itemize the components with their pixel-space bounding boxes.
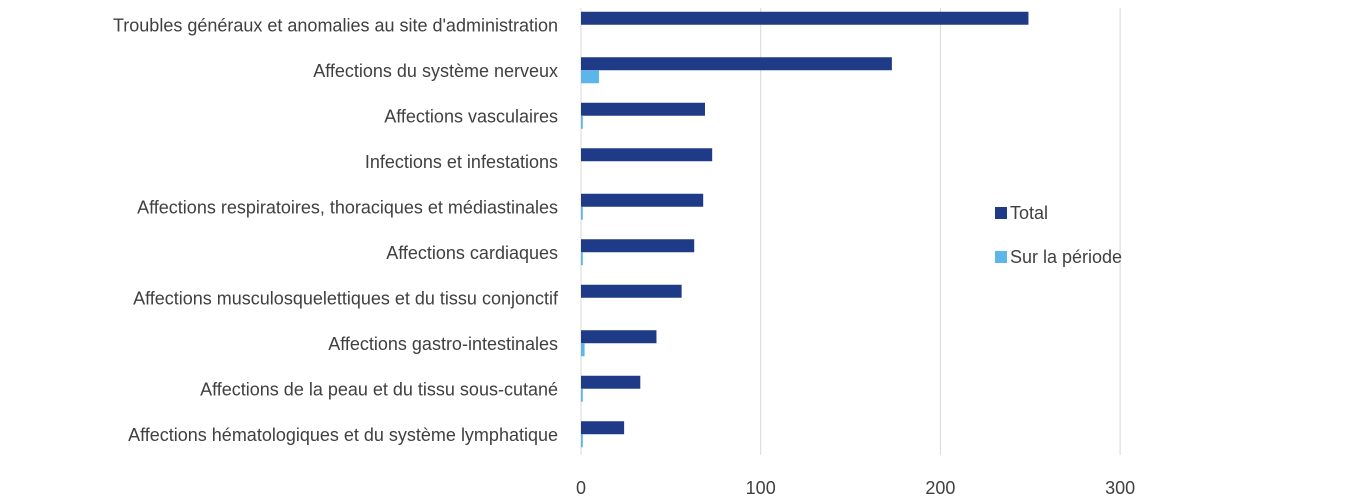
y-tick-label: Infections et infestations xyxy=(365,152,558,172)
bar xyxy=(581,206,583,220)
bar xyxy=(581,375,641,389)
bar xyxy=(581,343,585,357)
bar xyxy=(581,148,713,162)
y-tick-label: Affections respiratoires, thoraciques et… xyxy=(137,198,558,218)
bar xyxy=(581,239,695,253)
y-tick-label: Troubles généraux et anomalies au site d… xyxy=(113,16,558,36)
bar xyxy=(581,115,583,129)
bar xyxy=(581,193,704,207)
bar xyxy=(581,102,705,116)
y-tick-label: Affections du système nerveux xyxy=(313,61,558,81)
bar xyxy=(581,11,1029,25)
legend-label: Total xyxy=(1010,203,1048,223)
x-tick-label: 200 xyxy=(925,478,955,497)
legend-swatch xyxy=(995,207,1007,219)
legend-swatch xyxy=(995,251,1007,263)
y-tick-label: Affections musculosquelettiques et du ti… xyxy=(133,289,559,309)
legend-label: Sur la période xyxy=(1010,247,1122,267)
x-tick-label: 0 xyxy=(576,478,586,497)
bar xyxy=(581,330,657,344)
bar xyxy=(581,434,583,448)
bar xyxy=(581,57,892,71)
x-tick-label: 300 xyxy=(1105,478,1135,497)
bar xyxy=(581,252,583,266)
bar xyxy=(581,284,682,298)
y-tick-label: Affections de la peau et du tissu sous-c… xyxy=(200,380,558,400)
y-tick-label: Affections hématologiques et du système … xyxy=(128,425,558,445)
bar xyxy=(581,421,625,435)
bar xyxy=(581,388,583,402)
y-tick-label: Affections cardiaques xyxy=(386,243,558,263)
y-tick-label: Affections vasculaires xyxy=(384,107,558,127)
y-tick-label: Affections gastro-intestinales xyxy=(328,334,558,354)
bar xyxy=(581,70,599,84)
x-tick-label: 100 xyxy=(746,478,776,497)
